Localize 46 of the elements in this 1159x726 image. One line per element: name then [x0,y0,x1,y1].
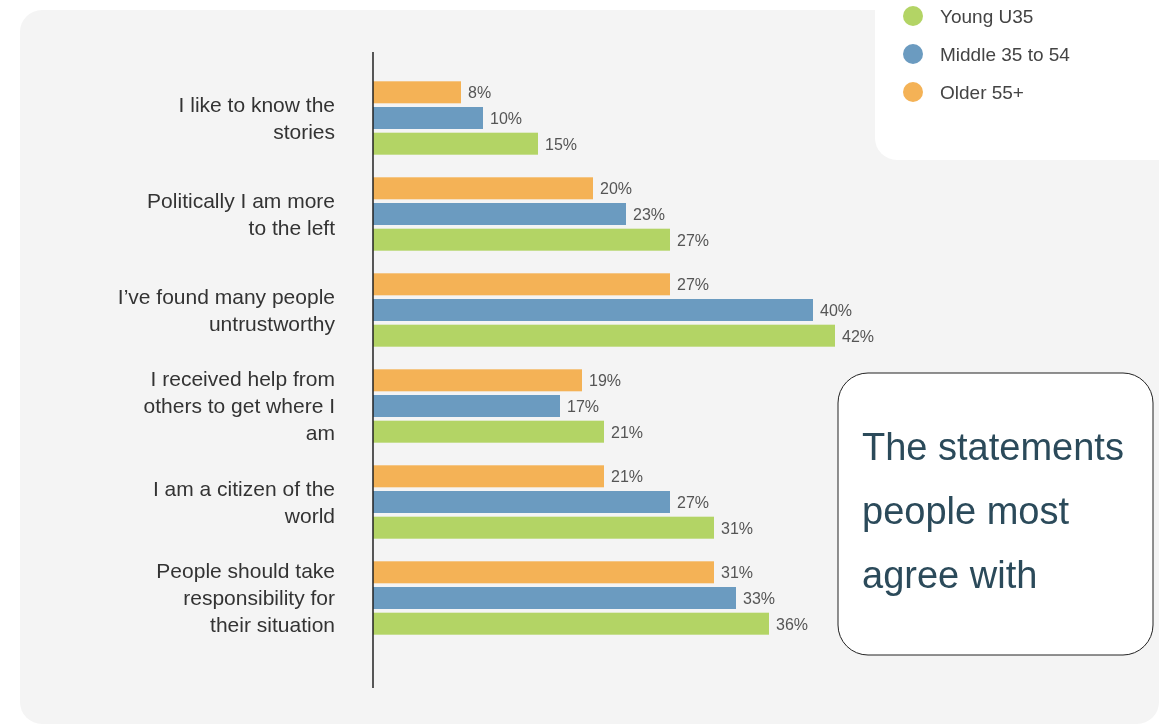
bar [373,587,736,609]
data-label: 36% [776,615,809,633]
data-label: 31% [721,519,754,537]
bar [373,107,483,129]
bar [373,516,714,539]
bar [373,561,714,584]
bar [373,81,461,104]
data-label: 27% [677,494,710,511]
y-tick-label: I received help from others to get where I am [143,367,335,444]
data-label: 27% [677,231,710,249]
y-tick-label: I like to know the stories [178,92,335,143]
bar [373,491,670,513]
data-label: 17% [567,398,600,415]
data-label: 23% [633,206,666,223]
data-label: 21% [611,423,644,441]
y-tick-label: Politically I am more to the left [147,188,336,239]
bar [373,612,769,635]
data-label: 27% [677,276,710,294]
bar [373,420,604,443]
bar [373,132,538,155]
bar [373,228,670,251]
bar [373,369,582,392]
bar [373,273,670,296]
bar [373,395,560,417]
data-label: 21% [611,468,644,486]
data-label: 33% [743,590,776,607]
data-label: 10% [490,110,523,127]
data-label: 19% [589,372,622,390]
bar [373,465,604,488]
data-label: 42% [842,327,875,345]
y-tick-label: People should take responsibility for their situation [156,559,335,636]
legend-label: Young U35 [940,6,1034,27]
bar [373,177,593,200]
y-tick-label: I’ve found many people untrustworthy [117,284,336,335]
legend-label: Middle 35 to 54 [940,44,1071,65]
data-label: 31% [721,564,754,582]
bar [373,203,626,225]
data-label: 40% [820,302,853,319]
legend-label: Older 55+ [940,82,1024,103]
bar [373,299,813,321]
bar [373,324,835,347]
text: The statements people most agree with [862,426,1124,596]
data-label: 20% [600,180,633,198]
data-label: 15% [545,135,578,153]
data-label: 8% [468,84,492,102]
y-tick-label: I am a citizen of the world [152,476,335,527]
